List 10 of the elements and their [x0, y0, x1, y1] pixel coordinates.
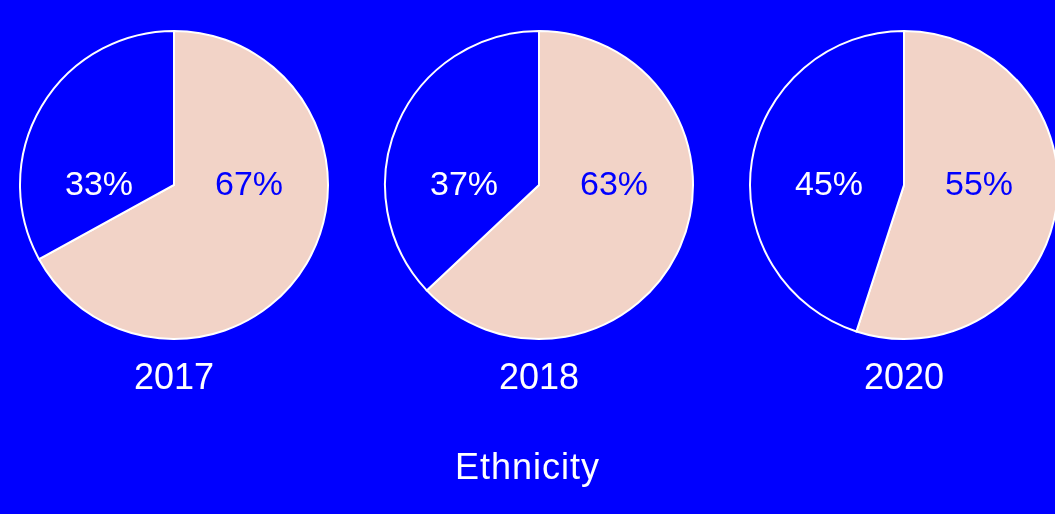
data-label: 45%	[794, 164, 864, 202]
text: 2017	[133, 356, 215, 397]
data-label: 67%	[214, 164, 284, 202]
text: 2020	[863, 356, 945, 397]
data-label: 55%	[944, 164, 1014, 202]
data-label: 37%	[429, 164, 499, 202]
text: 2018	[498, 356, 580, 397]
data-label: 63%	[579, 164, 649, 202]
data-label: 33%	[64, 164, 134, 202]
text: Ethnicity	[453, 446, 602, 488]
